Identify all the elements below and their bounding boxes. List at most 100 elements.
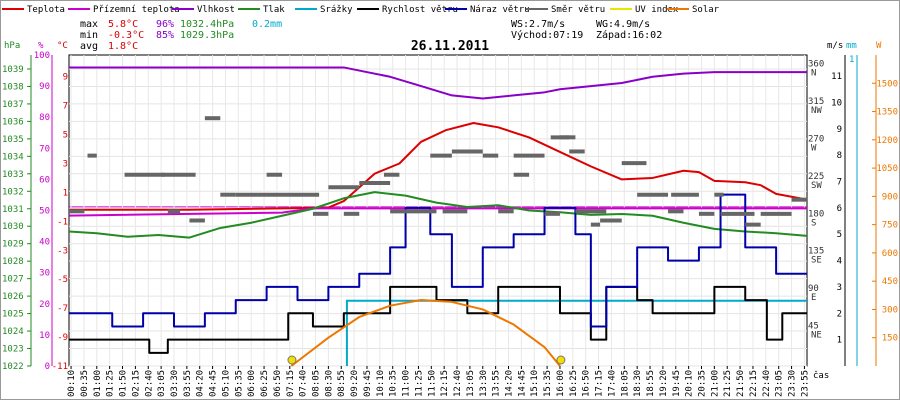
tick-label-ms-5: 6: [837, 204, 842, 214]
legend: Teplota Přízemní teplota Vlhkost Tlak Srážky…: [2, 5, 720, 15]
tick-label-x-47: 19:45: [672, 370, 682, 397]
tick-label-x-14: 06:00: [247, 370, 257, 397]
axis-unit-mm: mm: [846, 41, 857, 51]
left-axes: 1039103810371036103510341033103210311030…: [2, 51, 68, 372]
tick-label-x-18: 07:40: [299, 370, 309, 397]
legend-label-4: Srážky: [320, 5, 353, 15]
tick-label-x-50: 21:00: [710, 370, 720, 397]
tick-label-pct-6: 40: [39, 238, 50, 248]
tick-label-x-57: 23:55: [800, 370, 810, 397]
tick-label-hpa-14: 1025: [2, 310, 24, 320]
series-8: [290, 299, 561, 367]
tick-label-dir-4: 180: [808, 209, 824, 219]
stats-avg-label: avg: [80, 41, 98, 52]
tick-label-w-8: 300: [882, 305, 898, 315]
stats-max-hum: 96%: [156, 19, 174, 30]
stats-min-label: min: [80, 30, 98, 41]
tick-label-x-28: 11:50: [427, 370, 437, 397]
tick-label-x-43: 18:05: [620, 370, 630, 397]
tick-label-hpa-2: 1037: [2, 100, 24, 110]
stats-min-press: 1029.3hPa: [180, 30, 234, 41]
tick-label-x-19: 08:05: [312, 370, 322, 397]
axis-unit-ms: m/s: [827, 41, 843, 51]
tick-label-x-9: 03:55: [183, 370, 193, 397]
info-sunset: Západ:16:02: [596, 29, 662, 41]
tick-label-mm: 1: [849, 55, 854, 65]
tick-label-dir-7: 45: [808, 322, 819, 332]
axis-unit-w: W: [876, 41, 882, 51]
sun-marker-1: [556, 355, 566, 365]
tick-label-ms-6: 5: [837, 230, 842, 240]
tick-label-x-10: 04:20: [196, 370, 206, 397]
tick-label-x-5: 02:15: [131, 370, 141, 397]
tick-label-hpa-17: 1022: [2, 362, 24, 372]
tick-label-w-4: 900: [882, 192, 898, 202]
sun-marker-0: [287, 355, 297, 365]
tick-label-pct-9: 10: [39, 331, 50, 341]
tick-label-dir-1: 315: [808, 97, 824, 107]
info-ws: WS:2.7m/s: [511, 19, 565, 30]
tick-label-x-40: 16:50: [582, 370, 592, 397]
stats-max-label: max: [80, 19, 98, 30]
tick-label-w-2: 1200: [876, 136, 898, 146]
tick-label-x-26: 11:00: [402, 370, 412, 397]
tick-label-x-0: 00:10: [67, 370, 77, 397]
tick-label-pct-0: 100: [34, 51, 50, 61]
tick-label-w-5: 750: [882, 221, 898, 231]
tick-label-x-30: 12:40: [453, 370, 463, 397]
series-6: [69, 193, 807, 328]
series-rain: [345, 299, 807, 366]
tick-label-dirname-1: NW: [811, 106, 822, 116]
series-0: [69, 121, 808, 211]
tick-label-c-9: -9: [57, 333, 68, 343]
tick-label-hpa-5: 1034: [2, 152, 24, 162]
tick-label-pct-7: 30: [39, 269, 50, 279]
tick-label-c-2: 5: [63, 131, 68, 141]
stats-rain: 0.2mm: [252, 19, 282, 30]
tick-label-hpa-7: 1032: [2, 187, 24, 197]
tick-label-x-7: 03:05: [157, 370, 167, 397]
tick-label-x-3: 01:25: [106, 370, 116, 397]
tick-label-hpa-6: 1033: [2, 170, 24, 180]
legend-label-8: UV index: [635, 5, 679, 15]
axis-unit-c: °C: [57, 41, 68, 51]
tick-label-ms-3: 8: [837, 151, 842, 161]
series-5: [69, 285, 807, 354]
tick-label-pct-1: 90: [39, 82, 50, 92]
tick-label-x-41: 17:15: [595, 370, 605, 397]
tick-label-x-46: 19:20: [659, 370, 669, 397]
tick-label-c-3: 3: [63, 159, 68, 169]
chart-title: 26.11.2011: [411, 39, 489, 54]
tick-label-x-4: 01:50: [119, 370, 129, 397]
legend-label-7: Směr větru: [551, 5, 605, 15]
tick-label-dirname-5: SE: [811, 256, 822, 266]
tick-label-x-12: 05:10: [221, 370, 231, 397]
tick-label-x-23: 09:45: [363, 370, 373, 397]
stats-min-hum: 85%: [156, 30, 174, 41]
stats-min-temp: -0.3°C: [108, 30, 144, 41]
tick-label-dirname-7: NE: [811, 331, 822, 341]
tick-label-c-10: -11: [52, 362, 68, 372]
tick-label-ms-0: 11: [831, 72, 842, 82]
tick-label-x-56: 23:30: [788, 370, 798, 397]
tick-label-c-8: -7: [57, 304, 68, 314]
tick-label-hpa-10: 1029: [2, 240, 24, 250]
tick-label-pct-3: 70: [39, 144, 50, 154]
tick-label-x-45: 18:55: [646, 370, 656, 397]
tick-label-x-21: 08:55: [337, 370, 347, 397]
tick-label-dirname-0: N: [811, 69, 816, 79]
tick-label-hpa-8: 1031: [2, 205, 24, 215]
tick-label-x-37: 15:35: [543, 370, 553, 397]
tick-label-hpa-3: 1036: [2, 117, 24, 127]
tick-label-x-13: 05:35: [234, 370, 244, 397]
tick-label-x-39: 16:25: [569, 370, 579, 397]
tick-label-x-55: 23:05: [775, 370, 785, 397]
tick-label-x-33: 13:55: [492, 370, 502, 397]
tick-label-x-2: 01:00: [93, 370, 103, 397]
tick-label-x-15: 06:25: [260, 370, 270, 397]
x-axis-label: čas: [813, 370, 829, 381]
tick-label-x-54: 22:40: [762, 370, 772, 397]
tick-label-ms-8: 3: [837, 283, 842, 293]
